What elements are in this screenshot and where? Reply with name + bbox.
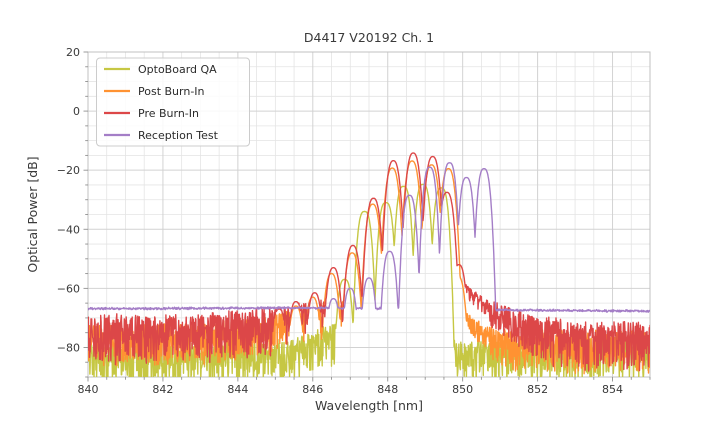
axis-ticks [83, 51, 651, 382]
legend-label-reception-test: Reception Test [138, 129, 219, 142]
legend-label-optoboard-qa: OptoBoard QA [138, 63, 217, 76]
legend-item-pre-burn-in: Pre Burn-In [104, 107, 199, 120]
series-line-reception-test [88, 162, 650, 313]
x-axis-label: Wavelength [nm] [315, 398, 423, 413]
y-tick-label: 20 [66, 46, 80, 59]
x-tick-label: 852 [527, 383, 548, 396]
y-tick-label: −20 [57, 164, 80, 177]
legend-item-reception-test: Reception Test [104, 129, 219, 142]
x-tick-label: 850 [452, 383, 473, 396]
y-tick-label: −40 [57, 223, 80, 236]
x-tick-labels: 840 842 844 846 848 850 852 854 [78, 383, 624, 396]
legend-label-pre-burn-in: Pre Burn-In [138, 107, 199, 120]
x-tick-label: 842 [152, 383, 173, 396]
y-tick-label: −80 [57, 341, 80, 354]
x-tick-label: 848 [377, 383, 398, 396]
legend-label-post-burn-in: Post Burn-In [138, 85, 205, 98]
series-line-pre-burn-in [88, 152, 650, 372]
y-tick-label: −60 [57, 282, 80, 295]
x-tick-label: 846 [302, 383, 323, 396]
legend-item-optoboard-qa: OptoBoard QA [104, 63, 217, 76]
y-axis-label: Optical Power [dB] [25, 156, 40, 272]
legend-item-post-burn-in: Post Burn-In [104, 85, 205, 98]
x-tick-label: 844 [227, 383, 248, 396]
y-tick-label: 0 [73, 105, 80, 118]
chart-title: D4417 V20192 Ch. 1 [304, 30, 434, 45]
legend-box [96, 57, 250, 147]
legend: OptoBoard QA Post Burn-In Pre Burn-In Recep… [96, 57, 250, 147]
y-tick-labels: 20 0 −20 −40 −60 −80 [57, 46, 80, 354]
x-tick-label: 840 [78, 383, 99, 396]
x-tick-label: 854 [602, 383, 623, 396]
series-group [88, 152, 650, 377]
